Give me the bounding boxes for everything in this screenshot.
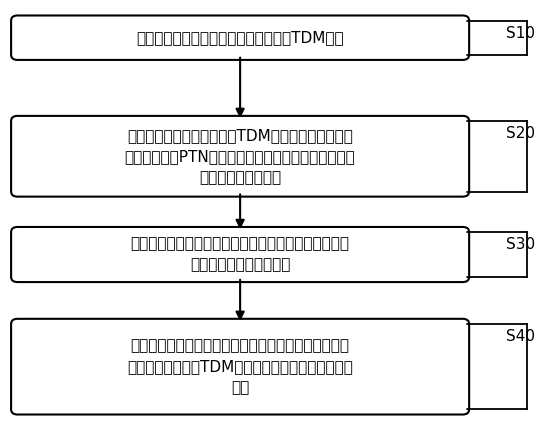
- Text: S40: S40: [506, 329, 535, 344]
- Text: S20: S20: [506, 126, 535, 141]
- Text: 所述第二设备接收所述两组分组数据，并根据分组携带
的封装次数缓存各个分组: 所述第二设备接收所述两组分组数据，并根据分组携带 的封装次数缓存各个分组: [131, 237, 350, 273]
- Text: 所述第一设备接收第一用户设备发送的TDM数据: 所述第一设备接收第一用户设备发送的TDM数据: [137, 30, 344, 45]
- FancyBboxPatch shape: [11, 227, 469, 282]
- FancyBboxPatch shape: [11, 15, 469, 60]
- FancyBboxPatch shape: [11, 116, 469, 197]
- FancyBboxPatch shape: [11, 319, 469, 415]
- Text: S30: S30: [506, 237, 535, 252]
- Text: 采用预设双通道分别将所述TDM数据封装为两组分组
数据，并通过PTN的两个并行链路将所述两组分组数据
传输至所述第二设备: 采用预设双通道分别将所述TDM数据封装为两组分组 数据，并通过PTN的两个并行链…: [125, 128, 355, 185]
- Text: S10: S10: [506, 26, 535, 41]
- Text: 根据所述封装次数按照预设条件选取被恢复分组，并恢
复所述分组对应的TDM数据，并将其发送至第二用户
设备: 根据所述封装次数按照预设条件选取被恢复分组，并恢 复所述分组对应的TDM数据，并…: [127, 338, 353, 395]
